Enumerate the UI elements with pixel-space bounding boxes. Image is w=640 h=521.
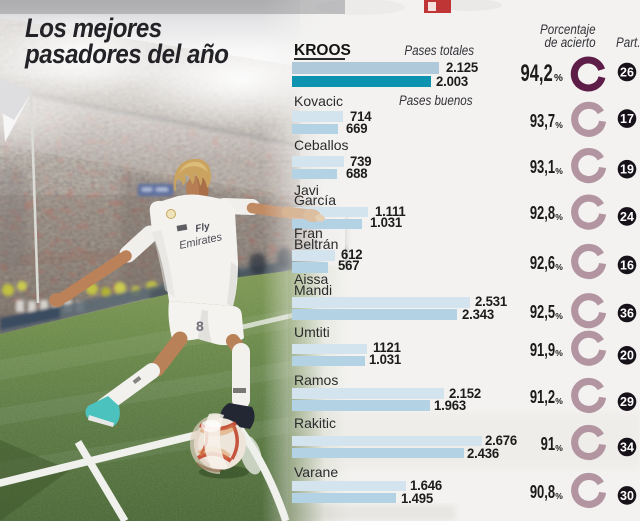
svg-text:34: 34 xyxy=(620,440,634,454)
svg-text:19: 19 xyxy=(620,163,634,177)
svg-text:30: 30 xyxy=(620,489,634,503)
svg-text:29: 29 xyxy=(620,395,634,409)
svg-text:17: 17 xyxy=(620,112,634,126)
svg-text:20: 20 xyxy=(620,349,634,363)
svg-text:8: 8 xyxy=(196,318,204,334)
svg-text:24: 24 xyxy=(620,210,634,224)
svg-text:26: 26 xyxy=(620,65,634,79)
svg-text:Fly: Fly xyxy=(194,221,211,235)
svg-text:16: 16 xyxy=(620,258,634,272)
svg-text:36: 36 xyxy=(620,306,634,320)
